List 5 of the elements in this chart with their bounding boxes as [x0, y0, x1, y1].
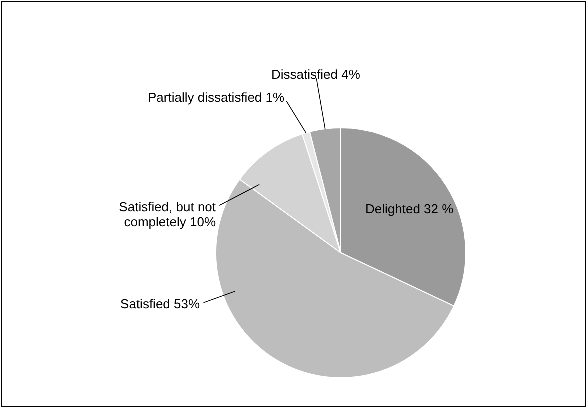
slice-label: Dissatisfied 4%	[272, 66, 361, 82]
slice-label: Delighted 32 %	[366, 201, 454, 216]
slice-label: Satisfied, but not completely 10%	[119, 200, 216, 230]
slice-label: Partially dissatisfied 1%	[148, 90, 285, 105]
slice-label: Satisfied 53%	[120, 296, 200, 312]
